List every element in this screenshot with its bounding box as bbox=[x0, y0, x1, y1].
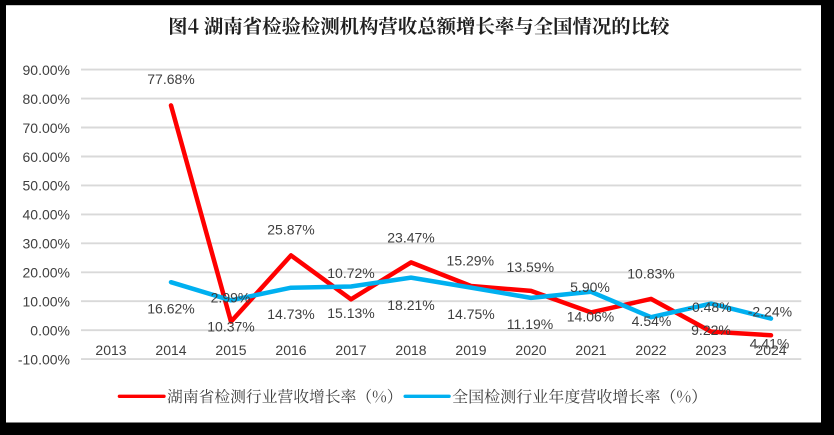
svg-text:25.87%: 25.87% bbox=[267, 222, 314, 238]
svg-text:10.72%: 10.72% bbox=[327, 265, 374, 281]
svg-text:-2.24%: -2.24% bbox=[748, 304, 792, 320]
svg-text:4.41%: 4.41% bbox=[750, 335, 790, 351]
svg-text:2020: 2020 bbox=[515, 342, 546, 358]
svg-text:30.00%: 30.00% bbox=[23, 236, 70, 252]
svg-text:2014: 2014 bbox=[155, 342, 186, 358]
svg-text:90.00%: 90.00% bbox=[23, 62, 70, 78]
svg-text:15.13%: 15.13% bbox=[327, 305, 374, 321]
svg-text:80.00%: 80.00% bbox=[23, 91, 70, 107]
svg-text:10.00%: 10.00% bbox=[23, 294, 70, 310]
svg-text:5.90%: 5.90% bbox=[570, 279, 610, 295]
svg-text:2022: 2022 bbox=[635, 342, 666, 358]
svg-text:10.37%: 10.37% bbox=[207, 319, 254, 335]
svg-text:0.00%: 0.00% bbox=[30, 323, 70, 339]
svg-text:-0.48%: -0.48% bbox=[687, 299, 731, 315]
svg-text:60.00%: 60.00% bbox=[23, 149, 70, 165]
svg-text:50.00%: 50.00% bbox=[23, 178, 70, 194]
svg-text:2013: 2013 bbox=[95, 342, 126, 358]
svg-text:2019: 2019 bbox=[455, 342, 486, 358]
svg-text:2023: 2023 bbox=[695, 342, 726, 358]
svg-text:9.22%: 9.22% bbox=[691, 322, 731, 338]
svg-text:2015: 2015 bbox=[215, 342, 246, 358]
svg-text:11.19%: 11.19% bbox=[507, 316, 553, 332]
svg-text:15.29%: 15.29% bbox=[447, 253, 494, 269]
svg-text:2018: 2018 bbox=[395, 342, 426, 358]
svg-text:2016: 2016 bbox=[275, 342, 306, 358]
svg-text:2017: 2017 bbox=[335, 342, 366, 358]
svg-text:14.75%: 14.75% bbox=[447, 306, 494, 322]
svg-text:4.54%: 4.54% bbox=[632, 313, 672, 329]
svg-text:2021: 2021 bbox=[575, 342, 606, 358]
svg-text:16.62%: 16.62% bbox=[147, 301, 194, 317]
svg-text:40.00%: 40.00% bbox=[23, 207, 70, 223]
svg-text:18.21%: 18.21% bbox=[387, 297, 434, 313]
svg-text:13.59%: 13.59% bbox=[507, 259, 554, 275]
svg-text:77.68%: 77.68% bbox=[147, 71, 194, 87]
svg-text:2.99%: 2.99% bbox=[211, 290, 251, 306]
svg-text:23.47%: 23.47% bbox=[387, 230, 434, 246]
svg-text:2024: 2024 bbox=[755, 342, 786, 358]
svg-text:14.73%: 14.73% bbox=[267, 306, 314, 322]
svg-text:70.00%: 70.00% bbox=[23, 120, 70, 136]
svg-text:14.06%: 14.06% bbox=[567, 309, 614, 325]
svg-text:10.83%: 10.83% bbox=[627, 266, 674, 282]
svg-text:-10.00%: -10.00% bbox=[18, 351, 70, 367]
svg-text:20.00%: 20.00% bbox=[23, 265, 70, 281]
